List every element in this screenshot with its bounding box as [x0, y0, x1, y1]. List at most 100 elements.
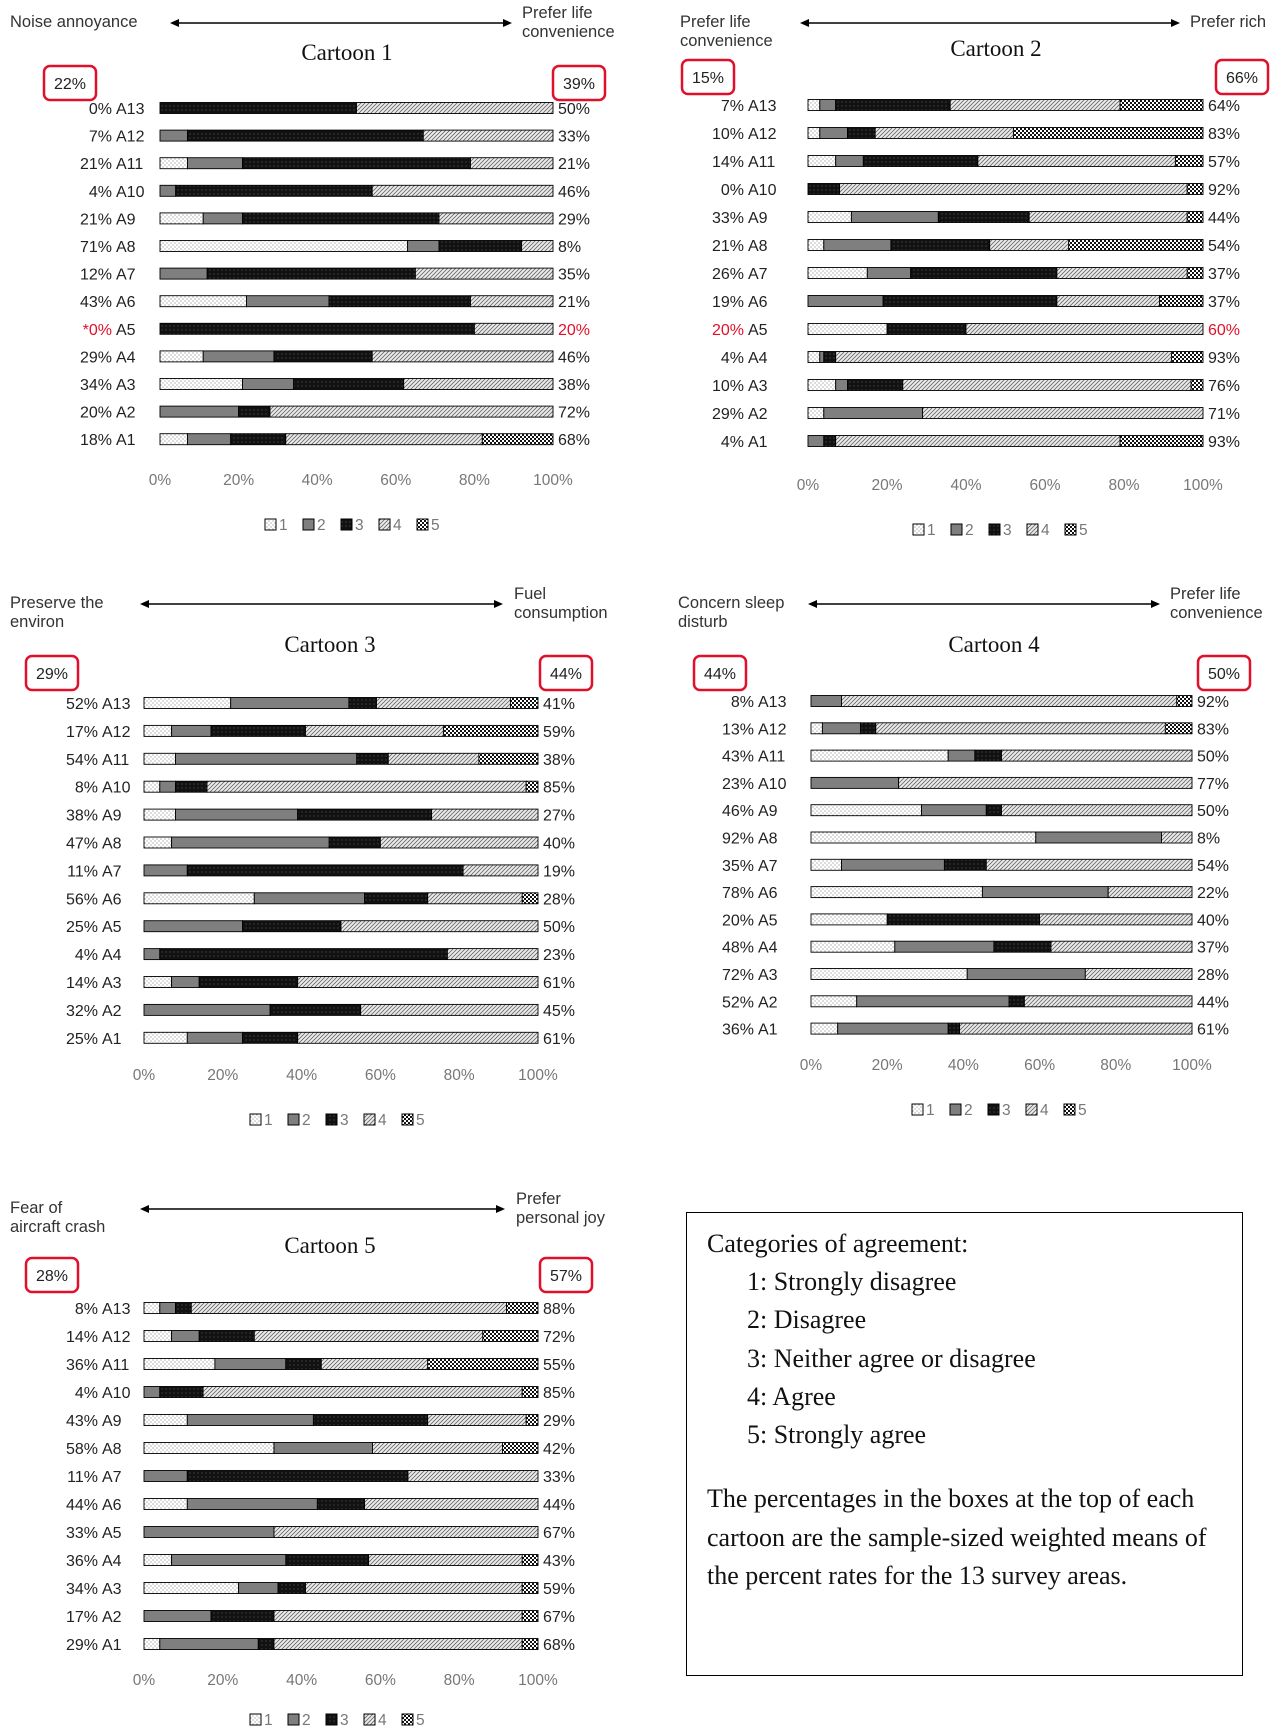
category-label: A4 — [116, 349, 136, 366]
left-percent-label: *0% — [83, 322, 112, 339]
legend-swatch — [340, 518, 353, 531]
bar-segment — [442, 724, 539, 737]
right-range-label: Prefer life convenience — [522, 4, 615, 41]
bar-segment — [356, 752, 389, 765]
bar-segment — [1159, 295, 1204, 307]
category-label: A2 — [758, 994, 778, 1011]
right-percent-label: 21% — [558, 156, 590, 173]
bar-segment — [171, 1330, 200, 1342]
category-label: A7 — [116, 267, 136, 284]
bar-segment — [143, 780, 161, 793]
bar-segment — [187, 433, 232, 446]
left-percent-label: 43% — [80, 294, 112, 311]
bar-segment — [206, 780, 527, 793]
left-percent-label: 13% — [722, 721, 754, 738]
range-arrow — [140, 600, 503, 608]
bar-segment — [297, 976, 539, 988]
bar-segment — [368, 1554, 523, 1566]
cartoon-2-svg: Prefer life convenience Prefer rich Cartoon… — [680, 13, 1270, 539]
right-percent-label: 54% — [1208, 238, 1240, 255]
notes-category-2: 2: Disagree — [747, 1305, 867, 1335]
bar-segment — [835, 99, 951, 111]
x-tick-label: 100% — [518, 1672, 558, 1689]
legend-label: 2 — [302, 1712, 311, 1729]
category-label: A12 — [748, 126, 777, 143]
left-summary-value: 22% — [54, 76, 86, 93]
bar-segment — [1170, 351, 1204, 363]
bar-segment — [273, 1526, 539, 1538]
notes-paragraph: The percentages in the boxes at the top … — [707, 1484, 1207, 1590]
left-percent-label: 20% — [712, 322, 744, 339]
bar-segment — [143, 948, 161, 961]
bar-segment — [521, 1582, 539, 1594]
bar-segment — [810, 831, 1037, 844]
right-percent-label: 8% — [558, 239, 581, 256]
bar-segment — [966, 968, 1086, 980]
bar-segment — [143, 1358, 216, 1370]
x-tick-label: 60% — [365, 1067, 396, 1084]
legend-swatch — [325, 1713, 338, 1726]
bar-segment — [823, 407, 924, 419]
legend-swatch — [287, 1113, 300, 1126]
bar-segment — [143, 752, 176, 765]
bar-segment — [175, 184, 373, 197]
left-percent-label: 4% — [75, 1385, 98, 1402]
left-summary-value: 15% — [692, 70, 724, 87]
bar-segment — [159, 240, 409, 252]
x-tick-label: 60% — [1024, 1057, 1055, 1074]
legend-label: 1 — [279, 517, 288, 534]
right-percent-label: 19% — [543, 863, 575, 880]
bar-segment — [312, 1414, 429, 1426]
right-percent-label: 21% — [558, 294, 590, 311]
bar-segment — [462, 864, 539, 877]
legend-swatch — [949, 1103, 962, 1116]
legend-label: 5 — [1079, 522, 1088, 539]
bar-segment — [835, 155, 864, 167]
bar-segment — [807, 211, 852, 223]
bar-segment — [143, 1414, 188, 1426]
category-label: A10 — [102, 780, 131, 797]
category-label: A8 — [102, 836, 122, 853]
right-summary-value: 66% — [1226, 70, 1258, 87]
bar-segment — [866, 267, 912, 279]
bar-segment — [807, 239, 825, 251]
left-percent-label: 52% — [722, 994, 754, 1011]
category-label: A6 — [116, 294, 136, 311]
right-percent-label: 45% — [543, 1003, 575, 1020]
x-tick-label: 60% — [380, 472, 411, 489]
category-label: A5 — [758, 912, 778, 929]
bar-segment — [379, 836, 539, 849]
left-summary-value: 28% — [36, 1268, 68, 1285]
bar-segment — [143, 976, 173, 988]
bar-segment — [1012, 127, 1204, 139]
bar-segment — [186, 1498, 318, 1510]
left-percent-label: 20% — [722, 912, 754, 929]
legend-label: 2 — [317, 517, 326, 534]
bar-segment — [230, 697, 350, 709]
x-tick-label: 20% — [207, 1672, 238, 1689]
bar-segment — [186, 1031, 243, 1044]
category-label: A3 — [758, 967, 778, 984]
bar-segment — [807, 183, 841, 195]
bar-segment — [1186, 267, 1204, 279]
legend-swatch — [363, 1713, 376, 1726]
bar-segment — [143, 808, 176, 821]
right-percent-label: 54% — [1197, 858, 1229, 875]
bar-segment — [285, 1554, 369, 1566]
x-tick-label: 40% — [286, 1067, 317, 1084]
bar-segment — [502, 1442, 539, 1454]
bar-segment — [328, 836, 381, 849]
legend-swatch — [912, 523, 925, 536]
bar-segment — [823, 435, 837, 447]
left-percent-label: 46% — [722, 803, 754, 820]
bar-segment — [470, 295, 554, 308]
bar-segment — [810, 968, 968, 980]
left-percent-label: 29% — [80, 349, 112, 366]
legend: 1 2 3 4 5 — [911, 1102, 1087, 1119]
bar-segment — [807, 127, 821, 139]
bar-segment — [187, 157, 243, 170]
bar-segment — [143, 1302, 161, 1314]
range-arrow — [808, 600, 1160, 608]
bar-segment — [202, 212, 243, 225]
bar-segment — [823, 239, 892, 251]
